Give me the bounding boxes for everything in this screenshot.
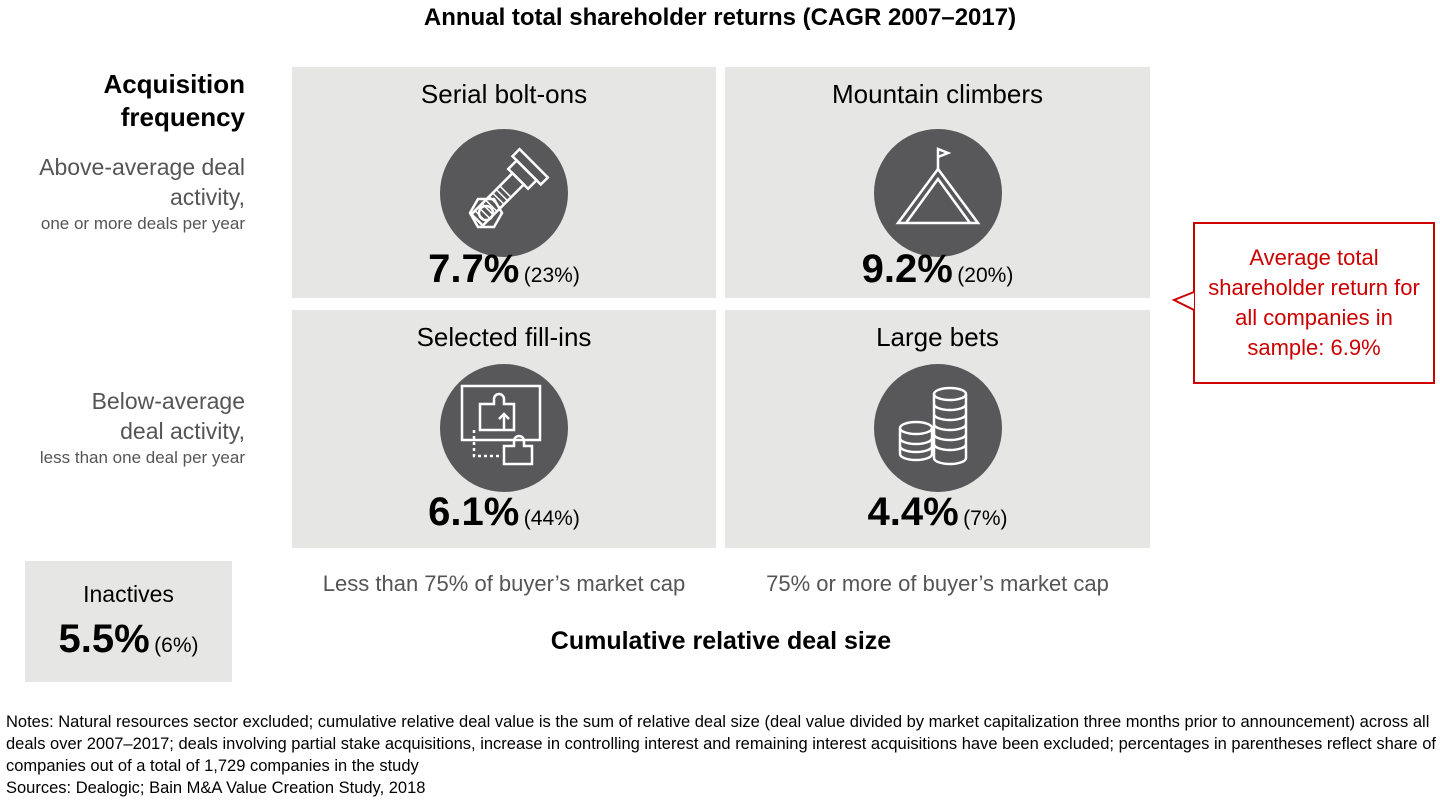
cell-name: Serial bolt-ons [420, 79, 588, 109]
callout-pointer [1171, 284, 1195, 320]
cell-large-bets: Large bets 4.4% (7%) [725, 310, 1150, 548]
cell-share: (44%) [523, 507, 580, 530]
puzzle-piece-icon [440, 364, 568, 492]
y-axis-title-line: frequency [120, 102, 245, 132]
cell-value: 4.4% [867, 490, 959, 534]
column-label-small-deals: Less than 75% of buyer’s market cap [322, 571, 686, 596]
cell-name: Inactives [83, 581, 174, 607]
cell-value: 9.2% [861, 247, 953, 291]
bolt-and-nut-icon [440, 129, 568, 257]
cell-share: (20%) [957, 264, 1014, 287]
mountain-flag-icon [873, 129, 1002, 257]
cell-serial-bolt-ons: Serial bolt-ons 7.7% (23%) [292, 67, 716, 298]
coin-stacks-icon [873, 364, 1002, 492]
row-label-above-average: Above-average deal activity, one or more… [39, 152, 245, 236]
cell-share: (6%) [154, 634, 199, 657]
x-axis-title: Cumulative relative deal size [550, 627, 892, 655]
notes-text: Notes: Natural resources sector excluded… [6, 713, 1436, 775]
y-axis-title: Acquisition frequency [103, 68, 245, 134]
callout-text: Average total shareholder return for all… [1208, 245, 1420, 360]
row-label-line: Below-average [91, 388, 245, 414]
cell-selected-fill-ins: Selected fill-ins 6.1% (44%) [292, 310, 716, 548]
cell-mountain-climbers: Mountain climbers 9.2% (20%) [725, 67, 1150, 298]
chart-title: Annual total shareholder returns (CAGR 2… [423, 4, 1017, 31]
footnotes: Notes: Natural resources sector excluded… [6, 711, 1436, 799]
row-label-line: deal activity, [120, 418, 245, 444]
cell-value: 7.7% [428, 247, 520, 291]
column-label-large-deals: 75% or more of buyer’s market cap [766, 571, 1109, 596]
cell-inactives: Inactives 5.5% (6%) [25, 561, 232, 682]
sources-text: Sources: Dealogic; Bain M&A Value Creati… [6, 779, 426, 797]
cell-name: Large bets [876, 322, 999, 352]
cell-share: (7%) [963, 507, 1008, 530]
cell-name: Mountain climbers [832, 79, 1043, 109]
cell-value: 6.1% [428, 490, 520, 534]
row-label-line: Above-average deal [39, 154, 245, 180]
row-label-sub: less than one deal per year [39, 448, 245, 467]
row-label-sub: one or more deals per year [40, 214, 245, 233]
cell-value: 5.5% [58, 617, 150, 661]
cell-name: Selected fill-ins [416, 322, 592, 352]
average-callout: Average total shareholder return for all… [1193, 222, 1435, 384]
y-axis-title-line: Acquisition [103, 69, 245, 99]
row-label-below-average: Below-average deal activity, less than o… [40, 386, 245, 470]
row-label-line: activity, [170, 184, 245, 210]
cell-share: (23%) [523, 264, 580, 287]
